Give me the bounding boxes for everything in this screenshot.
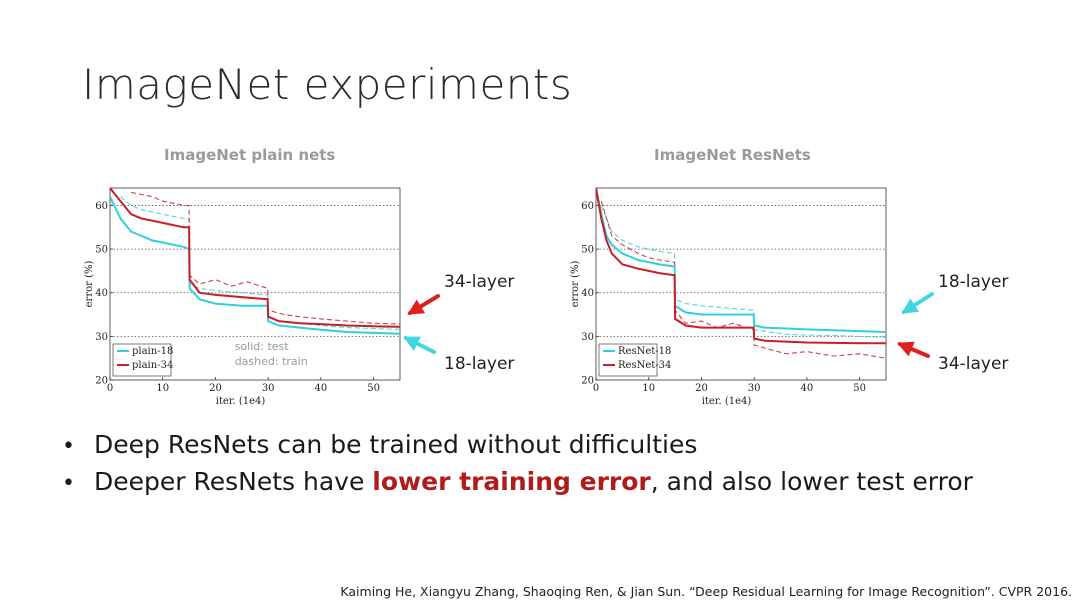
unnamed-dashed-series-line (600, 205, 886, 338)
x-tick-label: 50 (853, 383, 866, 394)
slide-title: ImageNet experiments (82, 60, 573, 109)
y-tick-label: 30 (581, 332, 594, 343)
plain-nets-chart: 0 10 20 30 40 50 20 30 40 50 60 iter. (1e4) error (%… (84, 187, 401, 407)
y-tick-label: 60 (581, 201, 594, 212)
x-tick-label: 40 (801, 383, 814, 394)
y-tick-label: 40 (95, 288, 108, 299)
x-tick-label: 0 (593, 383, 599, 394)
x-tick-label: 20 (209, 383, 222, 394)
bullet-dot-icon: • (62, 434, 75, 459)
legend-box (598, 343, 658, 377)
y-tick-label: 50 (581, 245, 594, 256)
bullet-text-part: Deep ResNets can be trained without diff… (94, 430, 698, 459)
plain-18-layer-callout: 18-layer (444, 354, 515, 374)
y-tick-label: 30 (95, 332, 108, 343)
citation: Kaiming He, Xiangyu Zhang, Shaoqing Ren,… (340, 584, 1072, 599)
x-tick-label: 10 (156, 383, 169, 394)
x-tick-label: 40 (315, 383, 328, 394)
x-tick-label: 50 (367, 383, 380, 394)
x-axis-label: iter. (1e4) (216, 396, 266, 407)
bullet-dot-icon: • (62, 471, 75, 496)
plain-18-solid-series-line (110, 196, 400, 335)
plain-34-arrow-icon (407, 294, 440, 315)
bullet-list: • Deep ResNets can be trained without dif… (62, 430, 973, 504)
x-tick-label: 20 (695, 383, 708, 394)
bullet-item: • Deep ResNets can be trained without dif… (62, 430, 973, 459)
x-tick-label: 10 (642, 383, 655, 394)
plain-18-arrow-icon (403, 336, 436, 354)
y-tick-label: 20 (581, 376, 594, 387)
bullet-text-part: , and also lower test error (650, 467, 973, 496)
unnamed-dashed-series-line (120, 196, 400, 330)
resnet-34-solid-series-line (596, 188, 886, 345)
legend-label: ResNet-18 (618, 346, 671, 357)
x-tick-label: 30 (262, 383, 275, 394)
chart-annotation: dashed: train (235, 355, 308, 368)
unnamed-dashed-series-line (600, 200, 886, 359)
bullet-item: • Deeper ResNets have lower training erro… (62, 467, 973, 496)
unnamed-dashed-series-line (130, 191, 400, 325)
highlighted-text: lower training error (372, 467, 651, 496)
plot-frame (109, 187, 401, 381)
y-axis-label: error (%) (570, 261, 581, 308)
resnet-18-arrow-icon (901, 292, 934, 314)
plain-34-layer-callout: 34-layer (444, 272, 515, 292)
resnet-34-layer-callout: 34-layer (938, 354, 1009, 374)
bullet-text-part: Deeper ResNets have (94, 467, 373, 496)
legend-box (112, 343, 172, 377)
legend-label: plain-34 (132, 360, 173, 371)
x-tick-label: 30 (748, 383, 761, 394)
plot-frame (595, 187, 887, 381)
plain-34-solid-series-line (110, 188, 400, 328)
legend-label: ResNet-34 (618, 360, 671, 371)
plain-nets-chart-title: ImageNet plain nets (164, 146, 336, 164)
x-tick-label: 0 (107, 383, 113, 394)
y-tick-label: 40 (581, 288, 594, 299)
y-axis-label: error (%) (84, 261, 95, 308)
y-tick-label: 20 (95, 376, 108, 387)
chart-annotation: solid: test (235, 340, 290, 353)
resnet-18-layer-callout: 18-layer (938, 272, 1009, 292)
resnets-chart: 0 10 20 30 40 50 20 30 40 50 60 iter. (1e4) error (%… (570, 187, 887, 407)
legend-label: plain-18 (132, 346, 173, 357)
x-axis-label: iter. (1e4) (702, 396, 752, 407)
bullet-text: Deep ResNets can be trained without diff… (94, 430, 697, 459)
y-tick-label: 60 (95, 201, 108, 212)
y-tick-label: 50 (95, 245, 108, 256)
resnets-chart-title: ImageNet ResNets (654, 146, 811, 164)
resnet-34-arrow-icon (897, 341, 930, 358)
bullet-text: Deeper ResNets have lower training error… (94, 467, 973, 496)
resnet-18-solid-series-line (596, 188, 886, 333)
